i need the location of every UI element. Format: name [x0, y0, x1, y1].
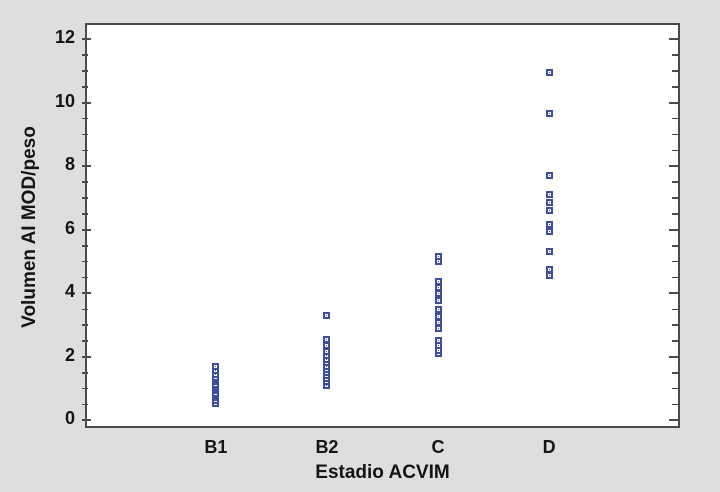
- y-minor-tick-left: [82, 213, 88, 215]
- y-minor-tick-left: [82, 70, 88, 72]
- data-point-marker: [434, 337, 442, 345]
- data-point-marker: [545, 171, 553, 179]
- data-point-marker: [545, 248, 553, 256]
- data-point-marker: [545, 227, 553, 235]
- y-minor-tick-right: [672, 197, 678, 199]
- y-minor-tick-right: [672, 387, 678, 390]
- y-minor-tick-left: [82, 117, 88, 120]
- y-minor-tick-right: [672, 54, 678, 56]
- y-tick-label: 12: [54, 27, 75, 48]
- y-major-tick-right: [669, 292, 678, 295]
- y-minor-tick-left: [82, 133, 88, 136]
- y-minor-tick-right: [672, 86, 678, 88]
- y-major-tick-left: [82, 228, 91, 231]
- y-minor-tick-left: [82, 403, 88, 406]
- data-point-marker: [545, 110, 553, 118]
- y-minor-tick-left: [82, 372, 88, 374]
- y-major-tick-right: [669, 419, 678, 422]
- y-major-tick-left: [82, 38, 91, 41]
- data-point-marker: [323, 311, 331, 319]
- y-minor-tick-right: [672, 324, 678, 326]
- data-point-marker: [323, 341, 331, 349]
- y-major-tick-left: [82, 165, 91, 168]
- y-minor-tick-right: [672, 133, 678, 136]
- y-minor-tick-right: [672, 276, 678, 279]
- y-tick-label: 8: [64, 154, 75, 175]
- data-point-marker: [434, 277, 442, 285]
- y-minor-tick-left: [82, 308, 88, 311]
- y-minor-tick-left: [82, 149, 88, 152]
- y-minor-tick-left: [82, 245, 88, 247]
- y-minor-tick-left: [82, 324, 88, 326]
- y-minor-tick-right: [672, 70, 678, 72]
- data-point-marker: [434, 290, 442, 298]
- data-point-marker: [212, 362, 220, 370]
- y-minor-tick-right: [672, 245, 678, 247]
- data-point-marker: [434, 325, 442, 333]
- y-minor-tick-right: [672, 403, 678, 406]
- data-point-marker: [434, 312, 442, 320]
- y-minor-tick-right: [672, 149, 678, 152]
- y-major-tick-left: [82, 101, 91, 104]
- y-minor-tick-left: [82, 260, 88, 263]
- data-point-marker: [545, 265, 553, 273]
- data-point-marker: [545, 198, 553, 206]
- y-major-tick-right: [669, 355, 678, 358]
- x-category-label: B2: [315, 437, 339, 457]
- y-major-tick-right: [669, 228, 678, 231]
- x-category-label: B1: [204, 437, 228, 457]
- y-major-tick-right: [669, 165, 678, 168]
- y-minor-tick-left: [82, 387, 88, 390]
- data-point-marker: [434, 296, 442, 304]
- data-point-marker: [434, 252, 442, 260]
- data-point-marker: [323, 335, 331, 343]
- y-minor-tick-left: [82, 86, 88, 88]
- data-point-marker: [434, 306, 442, 314]
- y-minor-tick-right: [672, 308, 678, 311]
- data-point-marker: [545, 68, 553, 76]
- y-minor-tick-left: [82, 181, 88, 183]
- y-tick-label: 10: [54, 90, 75, 111]
- data-point-marker: [434, 319, 442, 327]
- y-minor-tick-left: [82, 276, 88, 279]
- y-minor-tick-left: [82, 340, 88, 342]
- y-minor-tick-right: [672, 181, 678, 183]
- y-tick-label: 0: [64, 408, 75, 429]
- x-axis-title: Estadio ACVIM: [315, 462, 450, 483]
- y-minor-tick-right: [672, 372, 678, 374]
- plot-area: [82, 23, 680, 428]
- data-point-marker: [323, 348, 331, 356]
- y-minor-tick-right: [672, 117, 678, 120]
- y-minor-tick-right: [672, 340, 678, 342]
- y-minor-tick-right: [672, 260, 678, 263]
- data-point-marker: [545, 191, 553, 199]
- y-tick-label: 6: [64, 217, 75, 238]
- x-category-label: D: [542, 437, 556, 457]
- data-point-marker: [545, 272, 553, 280]
- data-point-marker: [545, 206, 553, 214]
- y-minor-tick-left: [82, 197, 88, 199]
- y-major-tick-right: [669, 101, 678, 104]
- y-minor-tick-right: [672, 213, 678, 215]
- data-point-marker: [545, 220, 553, 228]
- y-major-tick-right: [669, 38, 678, 41]
- y-axis-title: Volumen AI MOD/peso: [19, 126, 40, 328]
- y-major-tick-left: [82, 419, 91, 422]
- y-major-tick-left: [82, 292, 91, 295]
- y-tick-label: 4: [64, 281, 75, 302]
- x-category-label: C: [431, 437, 445, 457]
- y-minor-tick-left: [82, 54, 88, 56]
- data-point-marker: [434, 284, 442, 292]
- y-tick-label: 2: [64, 344, 75, 365]
- y-major-tick-left: [82, 355, 91, 358]
